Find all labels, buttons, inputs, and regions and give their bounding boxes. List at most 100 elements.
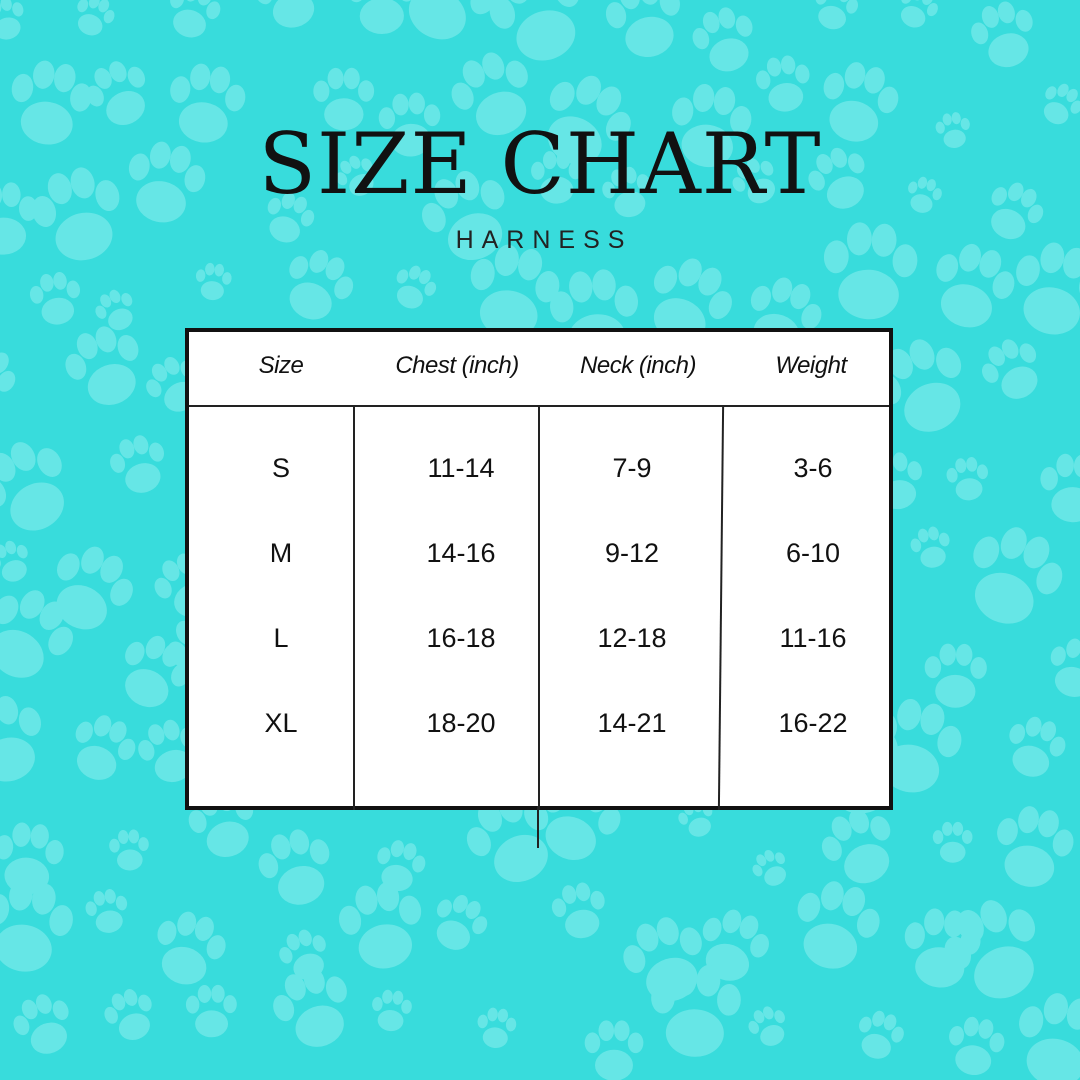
paw-print-icon xyxy=(11,60,92,145)
paw-print-icon xyxy=(971,1,1033,68)
paw-print-icon xyxy=(157,911,226,985)
column-divider xyxy=(353,407,355,810)
paw-print-icon xyxy=(0,590,73,678)
paw-print-icon xyxy=(273,967,347,1047)
paw-print-icon xyxy=(451,52,528,136)
paw-print-icon xyxy=(470,244,560,339)
paw-print-icon xyxy=(605,0,680,58)
paw-print-icon xyxy=(748,1006,785,1046)
paw-print-icon xyxy=(378,92,441,157)
table-cell: 11-16 xyxy=(779,623,847,653)
paw-print-icon xyxy=(991,182,1044,240)
page-title: SIZE CHART xyxy=(258,115,822,213)
paw-print-icon xyxy=(973,527,1063,624)
header-chest: Chest (inch) xyxy=(395,352,519,379)
paw-print-icon xyxy=(170,63,246,143)
paw-print-icon xyxy=(336,155,374,196)
paw-print-icon xyxy=(808,147,865,209)
paw-print-icon xyxy=(289,250,354,320)
paw-print-icon xyxy=(339,882,422,969)
table-cell: L xyxy=(273,623,289,653)
table-cell: XL xyxy=(264,708,298,738)
paw-print-icon xyxy=(949,1016,1005,1075)
paw-print-icon xyxy=(195,262,232,301)
paw-print-icon xyxy=(477,1007,517,1049)
paw-print-icon xyxy=(65,326,139,406)
paw-print-icon xyxy=(815,0,859,30)
paw-print-icon xyxy=(732,158,776,204)
header-weight: Weight xyxy=(775,352,847,379)
table-header: Size Chest (inch) Neck (inch) Weight xyxy=(189,332,889,407)
table-cell: 7-9 xyxy=(612,453,652,483)
size-table: Size Chest (inch) Neck (inch) Weight S 11… xyxy=(185,328,893,810)
paw-print-icon xyxy=(29,271,81,325)
divider-line xyxy=(537,806,539,848)
paw-print-icon xyxy=(313,67,375,131)
paw-print-icon xyxy=(267,192,315,243)
table-cell: 9-12 xyxy=(604,538,660,568)
paw-print-icon xyxy=(110,435,165,493)
paw-print-icon xyxy=(396,265,437,309)
column-divider xyxy=(717,407,724,810)
paw-print-icon xyxy=(936,243,1015,328)
paw-print-icon xyxy=(1050,638,1080,697)
header-neck: Neck (inch) xyxy=(580,352,696,379)
paw-print-icon xyxy=(1019,993,1080,1080)
paw-print-icon xyxy=(0,540,28,582)
table-cell: S xyxy=(271,453,291,483)
paw-print-icon xyxy=(672,83,752,168)
paw-print-icon xyxy=(821,809,891,884)
paw-print-icon xyxy=(908,176,942,213)
paw-print-icon xyxy=(0,0,24,40)
paw-print-icon xyxy=(651,964,741,1057)
paw-print-icon xyxy=(859,1010,904,1059)
paw-print-icon xyxy=(551,882,605,939)
paw-print-icon xyxy=(823,62,899,142)
table-cell: 6-10 xyxy=(785,538,841,568)
paw-print-icon xyxy=(95,289,133,331)
column-divider xyxy=(538,407,540,810)
paw-print-icon xyxy=(56,546,133,630)
paw-print-icon xyxy=(0,879,73,972)
paw-print-icon xyxy=(128,141,206,223)
paw-print-icon xyxy=(436,894,488,950)
paw-print-icon xyxy=(547,75,631,165)
header-size: Size xyxy=(258,352,304,379)
paw-print-icon xyxy=(347,0,416,35)
table-cell: M xyxy=(269,538,293,568)
paw-print-icon xyxy=(692,7,753,72)
paw-print-icon xyxy=(1040,453,1080,523)
paw-print-icon xyxy=(109,829,149,871)
table-cell: 3-6 xyxy=(793,453,833,483)
paw-print-icon xyxy=(924,643,987,708)
paw-print-icon xyxy=(910,526,950,568)
paw-print-icon xyxy=(823,222,918,320)
paw-print-icon xyxy=(255,0,315,28)
paw-print-icon xyxy=(981,339,1038,399)
table-cell: 11-14 xyxy=(427,453,495,483)
paw-print-icon xyxy=(1043,83,1080,125)
paw-print-icon xyxy=(13,994,69,1054)
paw-print-icon xyxy=(1009,716,1066,777)
paw-print-icon xyxy=(170,0,221,38)
paw-print-icon xyxy=(997,806,1074,887)
paw-print-icon xyxy=(185,984,237,1038)
paw-print-icon xyxy=(531,150,583,204)
paw-print-icon xyxy=(258,829,330,905)
table-cell: 12-18 xyxy=(597,623,667,653)
page-subtitle: HARNESS xyxy=(455,226,633,254)
paw-print-icon xyxy=(935,112,970,148)
table-cell: 14-16 xyxy=(426,538,496,568)
paw-print-icon xyxy=(77,0,115,36)
paw-print-icon xyxy=(372,989,412,1032)
paw-print-icon xyxy=(0,352,16,392)
paw-print-icon xyxy=(944,900,1036,999)
paw-print-icon xyxy=(75,715,136,780)
paw-print-icon xyxy=(900,0,938,28)
table-cell: 16-18 xyxy=(426,623,496,653)
table-cell: 16-22 xyxy=(778,708,848,738)
paw-print-icon xyxy=(86,61,146,125)
paw-print-icon xyxy=(756,55,810,112)
paw-print-icon xyxy=(85,889,128,933)
paw-print-icon xyxy=(31,167,120,261)
